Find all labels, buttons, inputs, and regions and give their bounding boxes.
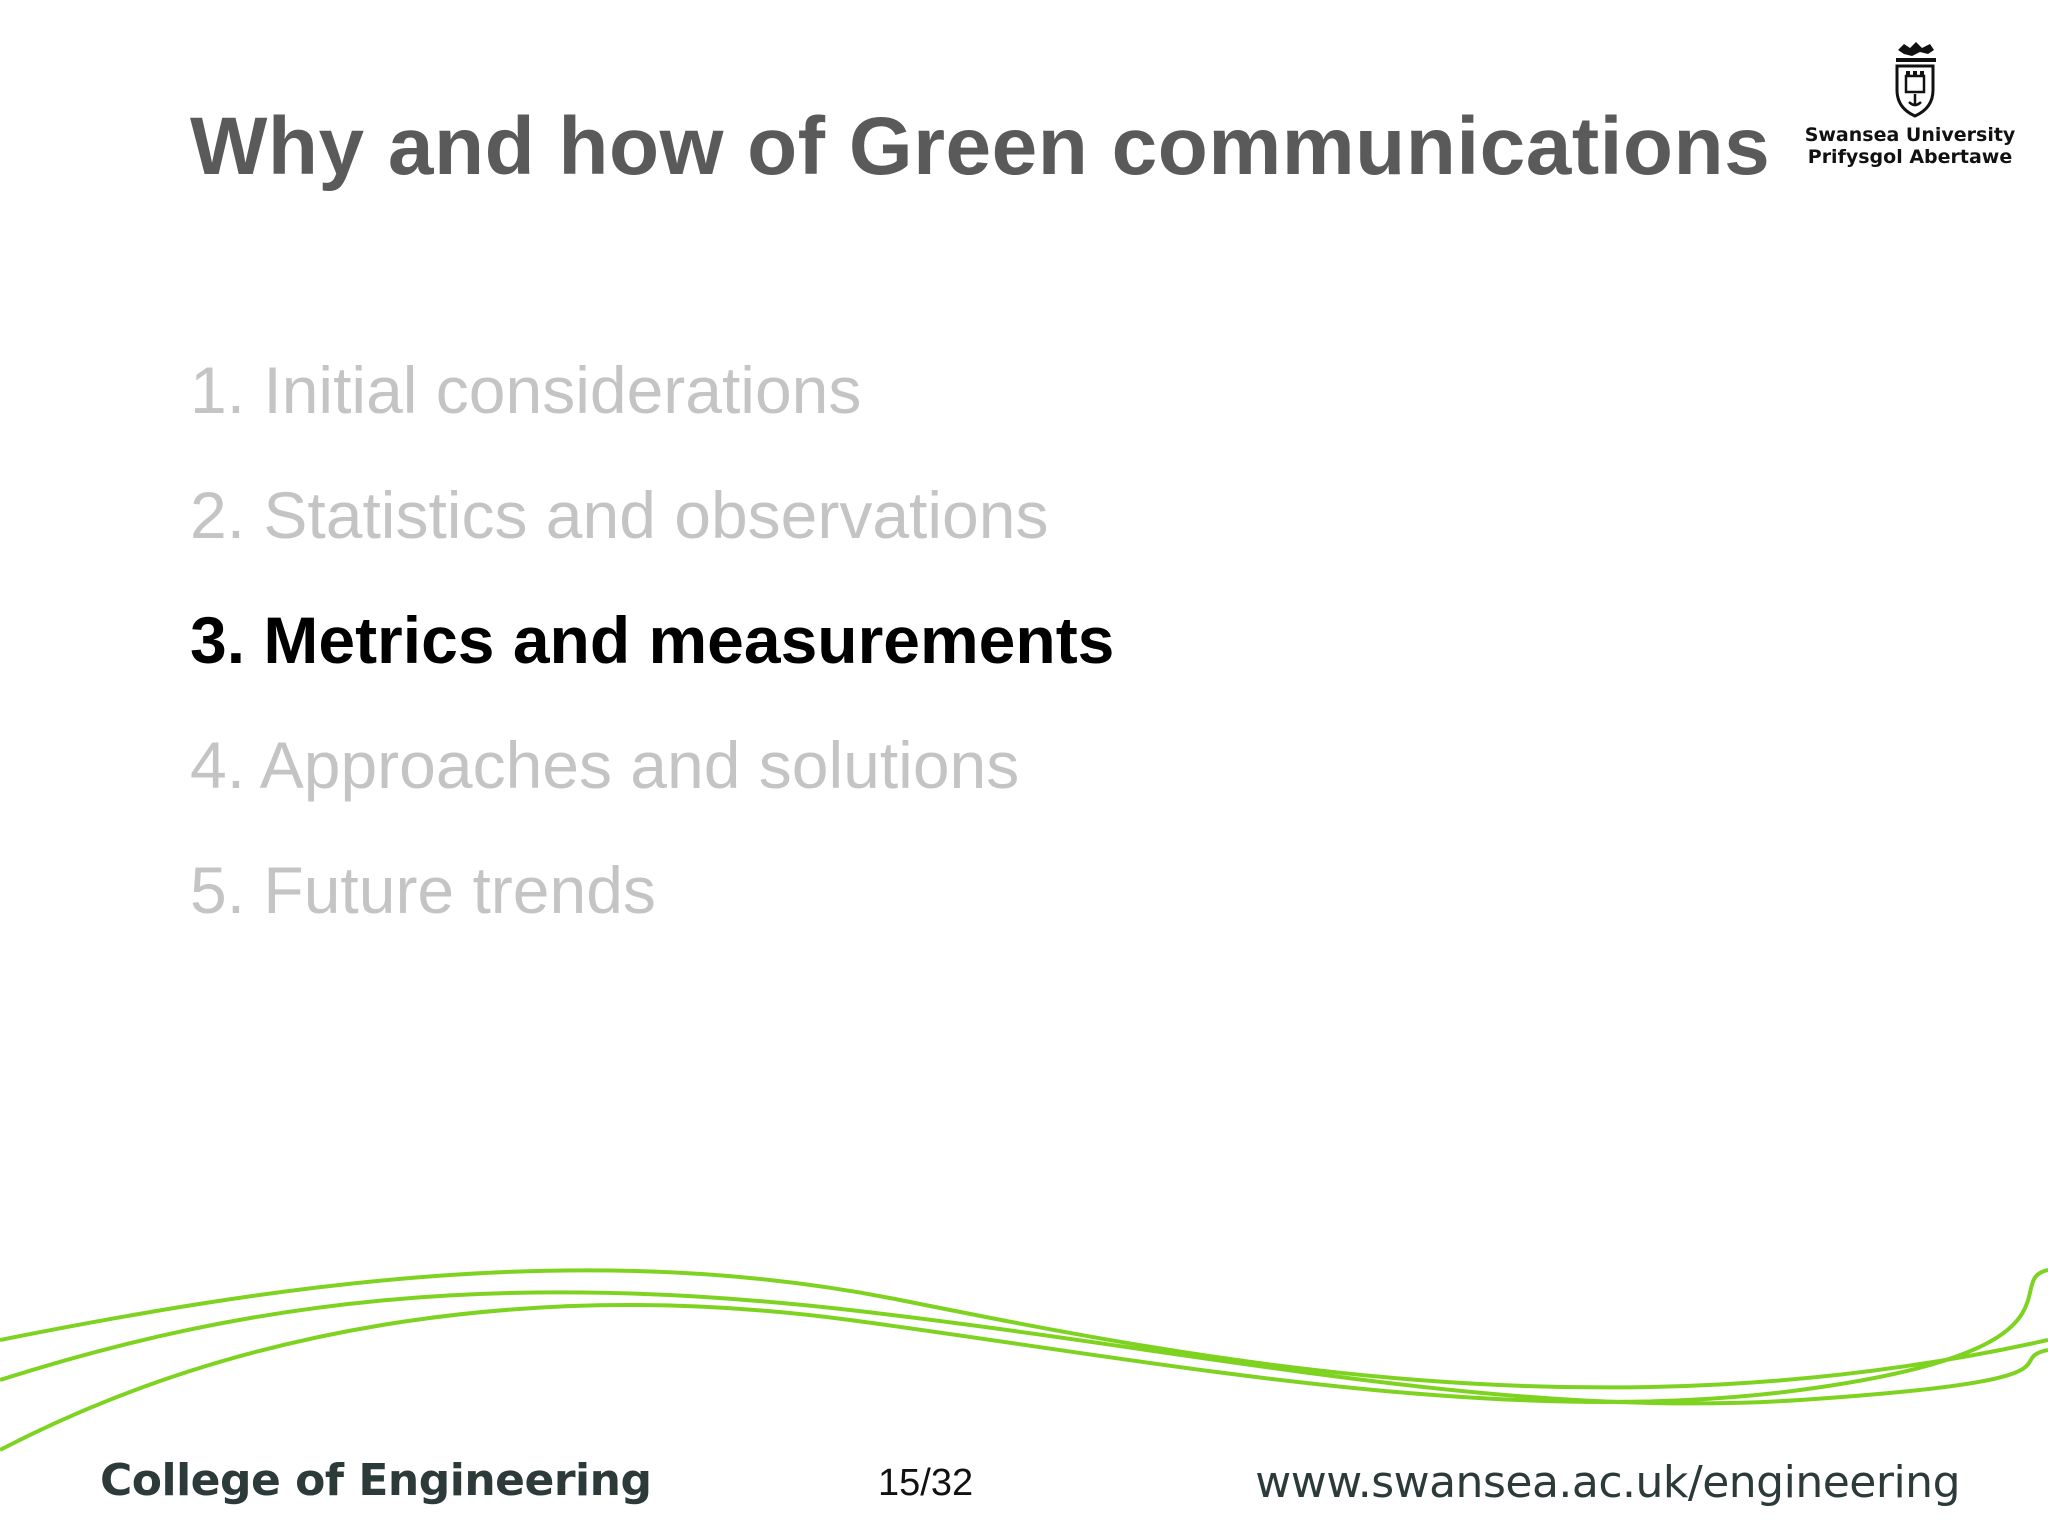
- agenda-item-2: 2. Statistics and observations: [190, 478, 1049, 552]
- logo-text-line1: Swansea University: [1804, 124, 2016, 146]
- university-logo: Swansea University Prifysgol Abertawe: [1800, 36, 2020, 176]
- page-number: 15/32: [878, 1462, 974, 1504]
- university-crest-icon: [1895, 42, 1936, 118]
- agenda-item-3: 3. Metrics and measurements: [190, 603, 1115, 677]
- agenda-list: 1. Initial considerations 2. Statistics …: [190, 350, 1114, 975]
- slide-title: Why and how of Green communications: [190, 101, 1771, 192]
- footer-college: College of Engineering: [100, 1455, 652, 1506]
- agenda-item-5: 5. Future trends: [190, 853, 656, 927]
- decorative-green-waves: [0, 1268, 2048, 1452]
- logo-text-line2: Prifysgol Abertawe: [1807, 146, 2013, 168]
- agenda-item-1: 1. Initial considerations: [190, 353, 862, 427]
- footer-url: www.swansea.ac.uk/engineering: [1255, 1457, 1960, 1508]
- agenda-item-4: 4. Approaches and solutions: [190, 728, 1020, 802]
